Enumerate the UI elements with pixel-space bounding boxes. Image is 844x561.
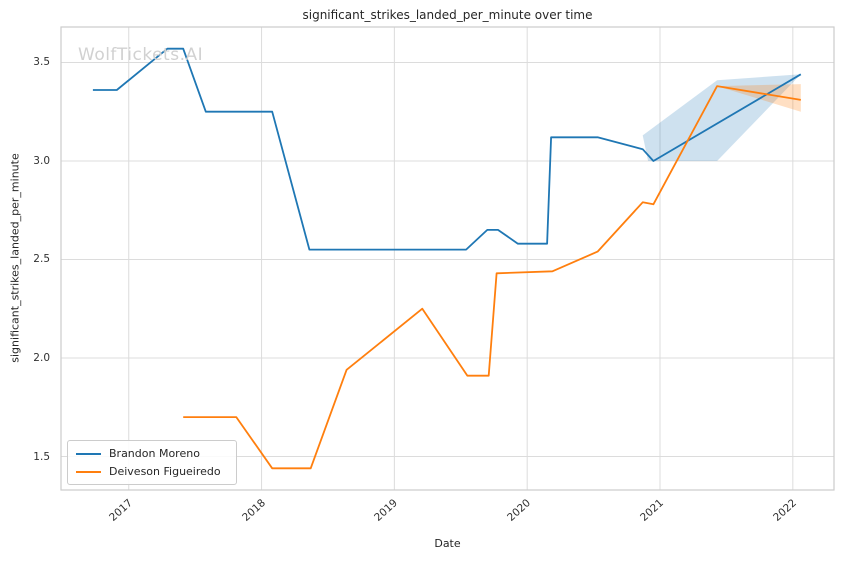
y-tick-label: 1.5 [33,450,50,463]
y-tick-label: 2.5 [33,253,50,266]
y-tick-label: 3.0 [33,154,50,167]
y-tick-label: 2.0 [33,351,50,364]
legend: Brandon Moreno Deiveson Figueiredo [67,440,237,485]
x-axis-label: Date [434,537,461,550]
chart-title: significant_strikes_landed_per_minute ov… [302,8,593,22]
watermark: WolfTickets.AI [78,45,204,65]
legend-item-brandon-moreno: Brandon Moreno [76,446,226,461]
series-line-deiveson-figueiredo [183,85,801,470]
legend-label-deiveson-figueiredo: Deiveson Figueiredo [109,465,221,478]
series-line-brandon-moreno [92,47,802,251]
line-swatch-brandon-moreno [76,452,101,455]
legend-item-deiveson-figueiredo: Deiveson Figueiredo [76,464,226,479]
plot-border [60,26,835,491]
line-swatch-deiveson-figueiredo [76,470,101,473]
legend-label-brandon-moreno: Brandon Moreno [109,447,200,460]
y-tick-label: 3.5 [33,56,50,69]
confidence-band-brandon-moreno [642,74,801,161]
